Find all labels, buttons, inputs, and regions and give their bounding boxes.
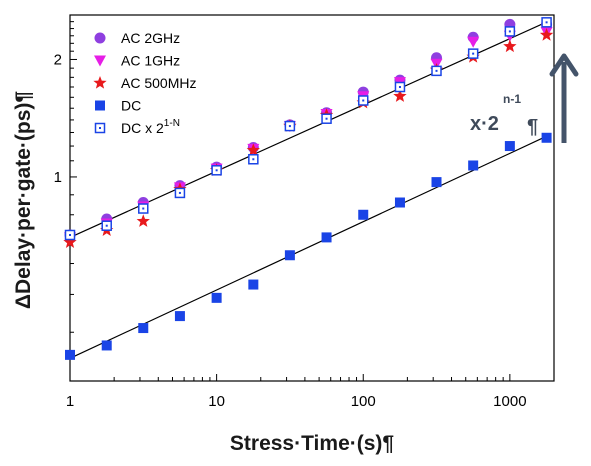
data-point-series-4 [541,17,552,28]
data-point-series-2 [393,89,407,102]
data-point-series-3 [541,132,552,143]
fit-line [69,134,550,359]
data-point-series-4-center [545,21,548,24]
legend: AC 2GHz AC 1GHz AC 500MHz DC DC x 21-N [93,30,196,136]
data-point-series-3 [138,323,149,334]
data-marks [63,17,554,360]
data-point-series-2 [63,235,77,248]
data-point-series-4 [284,120,296,132]
data-point-series-3 [284,250,295,261]
legend-label-superscript: 1-N [164,118,180,129]
data-point-series-4 [357,95,369,106]
data-point-series-4 [64,229,76,241]
data-point-series-4-center [472,52,475,55]
legend-label-2: AC 500MHz [121,75,196,91]
y-tick-label: 2 [54,51,62,68]
tick-group: 1 10 100 1000 1 2 [54,21,555,410]
data-point-series-4-center [508,30,511,33]
x-tick-label: 1 [66,393,74,410]
data-point-series-4 [211,165,222,176]
data-point-series-4-center [252,158,255,161]
data-point-series-3 [211,292,222,303]
data-point-series-4 [321,113,332,124]
data-point-series-4 [174,187,186,199]
data-point-series-4 [431,65,442,77]
data-point-series-4 [138,203,149,214]
data-point-series-3 [65,349,75,360]
annotation-pilcrow: ¶ [527,116,538,138]
data-point-series-4-center [215,169,218,172]
data-point-series-4-center [69,233,71,236]
data-point-series-3 [504,141,515,152]
legend-marker-3 [95,100,105,111]
fit-lines [69,20,550,359]
legend-marker-4-center [99,127,101,129]
data-point-series-3 [174,311,185,322]
data-point-series-4 [394,81,406,93]
data-point-series-4-center [435,69,438,72]
x-tick-label: 100 [351,393,376,410]
data-point-series-3 [358,209,369,220]
legend-label-0: AC 2GHz [121,30,180,46]
data-point-series-3 [248,279,259,290]
x-tick-label: 1000 [493,393,526,410]
data-point-series-4-center [178,191,181,194]
data-point-series-4-center [362,99,365,102]
up-arrow-head [549,53,579,77]
data-point-series-2 [539,28,554,41]
data-point-series-4-center [142,207,145,210]
x-tick-label: 10 [208,393,225,410]
plot-frame [69,14,555,382]
legend-label-3: DC [121,98,141,114]
data-point-series-4-center [105,224,108,227]
data-point-series-3 [394,197,405,208]
data-point-series-1 [467,36,480,48]
legend-label-1: AC 1GHz [121,53,180,69]
legend-marker-2 [93,76,107,89]
legend-marker-4 [94,122,106,134]
data-point-series-4-center [288,125,291,128]
x-axis-title: Stress·Time·(s)¶ [230,432,394,455]
multiplier-exponent: n-1 [503,92,521,106]
data-point-series-3 [321,232,332,243]
data-point-series-2 [246,143,260,156]
data-point-series-3 [101,340,112,351]
data-point-series-3 [431,177,442,188]
data-point-series-4-center [398,86,401,89]
data-point-series-2 [503,39,517,53]
data-point-series-2 [136,214,150,227]
legend-marker-1 [94,55,106,67]
data-point-series-4 [467,48,479,59]
data-point-series-4 [504,26,516,37]
legend-label-4: DC x 21-N [121,118,180,136]
legend-marker-0 [94,32,106,44]
y-tick-label: 1 [54,169,62,186]
data-point-series-4 [101,220,112,231]
y-axis-title: ΔDelay·per·gate·(ps)¶ [12,91,35,309]
data-point-series-3 [468,160,479,171]
annotation: x·2 n-1 ¶ [470,53,579,143]
data-point-series-4-center [325,117,328,120]
multiplier-text: x·2 [470,113,499,135]
data-point-series-4 [248,154,259,165]
